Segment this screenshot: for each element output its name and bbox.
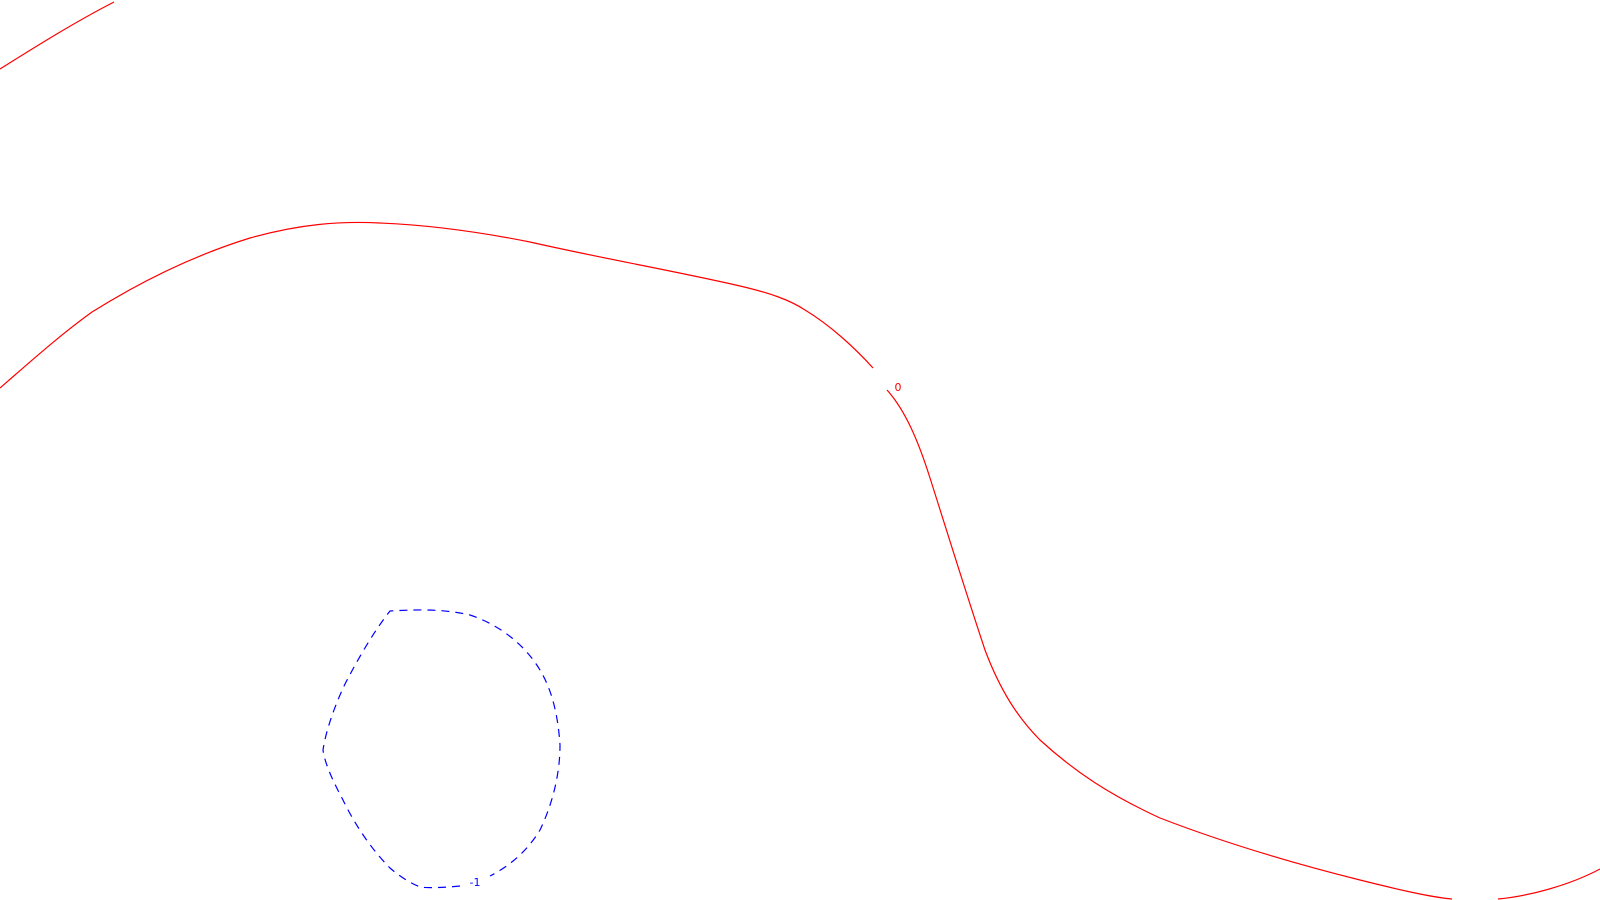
contour-line-minus-1	[322, 609, 561, 889]
contour-line-0-continued	[886, 389, 1453, 900]
contour-label-0: 0	[895, 381, 902, 394]
contour-line-0-fragment	[0, 1, 115, 70]
contour-line-0-right-end	[1497, 868, 1600, 900]
contour-line-0	[0, 221, 874, 389]
contour-label-minus-1: -1	[470, 876, 481, 889]
